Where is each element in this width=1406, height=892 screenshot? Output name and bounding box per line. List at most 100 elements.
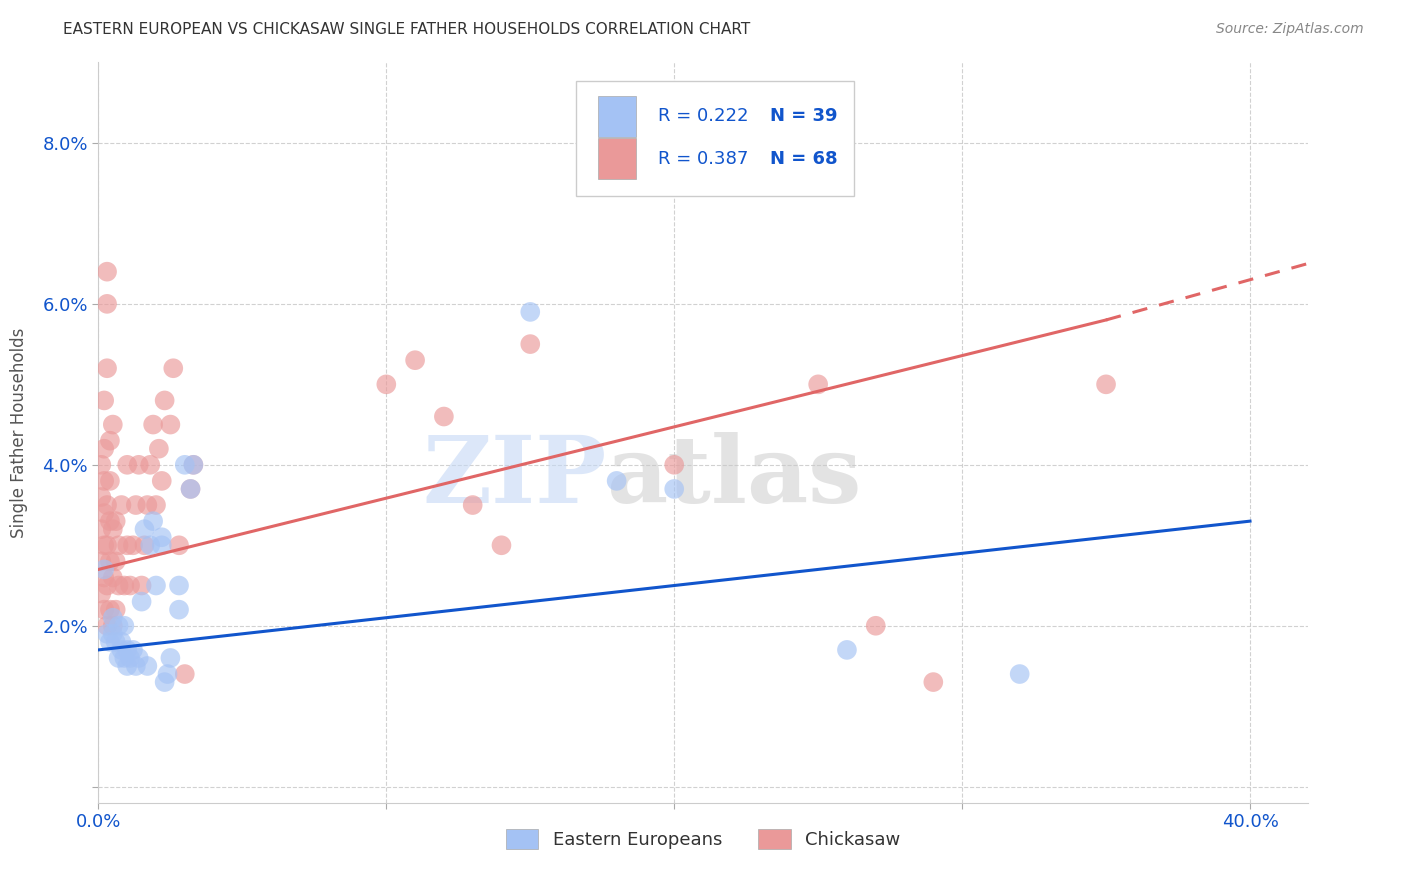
Point (115, 538, 138, 552)
Point (167, 538, 190, 552)
Point (104, 602, 127, 616)
Point (101, 619, 124, 633)
Point (98, 554, 121, 568)
Point (101, 570, 124, 584)
Point (1008, 667, 1031, 681)
Point (115, 643, 138, 657)
Point (93, 442, 115, 456)
Point (110, 498, 132, 512)
Point (139, 458, 162, 472)
Point (835, 643, 858, 657)
Point (101, 610, 124, 624)
Point (922, 675, 945, 690)
Point (156, 667, 179, 681)
Point (159, 417, 181, 432)
Point (93, 570, 115, 584)
Point (107, 578, 129, 592)
Point (115, 659, 138, 673)
Point (131, 594, 153, 608)
Text: R = 0.222: R = 0.222 (658, 108, 749, 126)
Point (90, 458, 112, 472)
Point (110, 643, 132, 657)
Point (96, 361, 118, 376)
Point (122, 538, 145, 552)
FancyBboxPatch shape (598, 96, 637, 136)
Point (1095, 377, 1118, 392)
Point (180, 482, 202, 496)
Point (150, 530, 173, 544)
Point (120, 651, 142, 665)
Point (98, 514, 121, 528)
Point (134, 538, 156, 552)
Point (664, 482, 686, 496)
Point (112, 651, 135, 665)
Point (107, 538, 129, 552)
Point (112, 578, 135, 592)
Point (136, 659, 159, 673)
Text: Source: ZipAtlas.com: Source: ZipAtlas.com (1216, 22, 1364, 37)
Point (461, 498, 484, 512)
Point (153, 675, 176, 690)
Point (519, 337, 541, 351)
Point (93, 562, 115, 576)
Text: atlas: atlas (606, 432, 862, 522)
Point (101, 627, 124, 641)
Point (107, 651, 129, 665)
Point (150, 538, 173, 552)
Point (162, 361, 184, 376)
Point (98, 635, 121, 649)
Point (139, 538, 162, 552)
Point (122, 643, 145, 657)
Point (104, 554, 127, 568)
Point (96, 538, 118, 552)
Point (865, 619, 887, 633)
Point (101, 522, 124, 536)
Point (173, 458, 195, 472)
Point (134, 522, 156, 536)
Point (153, 393, 176, 408)
Point (96, 619, 118, 633)
Point (104, 514, 127, 528)
Point (173, 667, 195, 681)
Point (128, 651, 150, 665)
Text: N = 68: N = 68 (769, 150, 837, 168)
Point (167, 602, 190, 616)
Point (807, 377, 830, 392)
Point (96, 265, 118, 279)
Point (96, 297, 118, 311)
Point (107, 619, 129, 633)
Point (404, 353, 426, 368)
Point (145, 498, 167, 512)
Point (375, 377, 398, 392)
Point (180, 482, 202, 496)
Point (93, 506, 115, 520)
Point (96, 627, 118, 641)
Text: EASTERN EUROPEAN VS CHICKASAW SINGLE FATHER HOUSEHOLDS CORRELATION CHART: EASTERN EUROPEAN VS CHICKASAW SINGLE FAT… (63, 22, 751, 37)
Point (115, 458, 138, 472)
Point (145, 578, 167, 592)
Point (136, 498, 159, 512)
Point (96, 578, 118, 592)
Point (101, 417, 124, 432)
Point (664, 458, 686, 472)
Point (148, 442, 170, 456)
Point (90, 586, 112, 600)
Legend: Eastern Europeans, Chickasaw: Eastern Europeans, Chickasaw (499, 822, 907, 856)
Point (93, 538, 115, 552)
Point (167, 578, 190, 592)
FancyBboxPatch shape (576, 81, 855, 195)
Point (491, 538, 513, 552)
Point (433, 409, 456, 424)
Point (93, 602, 115, 616)
Point (183, 458, 205, 472)
Point (142, 514, 165, 528)
Point (183, 458, 205, 472)
Point (93, 393, 115, 408)
Point (150, 474, 173, 488)
Text: R = 0.387: R = 0.387 (658, 150, 748, 168)
Point (519, 305, 541, 319)
Point (90, 522, 112, 536)
Point (93, 474, 115, 488)
Point (142, 417, 165, 432)
Point (128, 458, 150, 472)
